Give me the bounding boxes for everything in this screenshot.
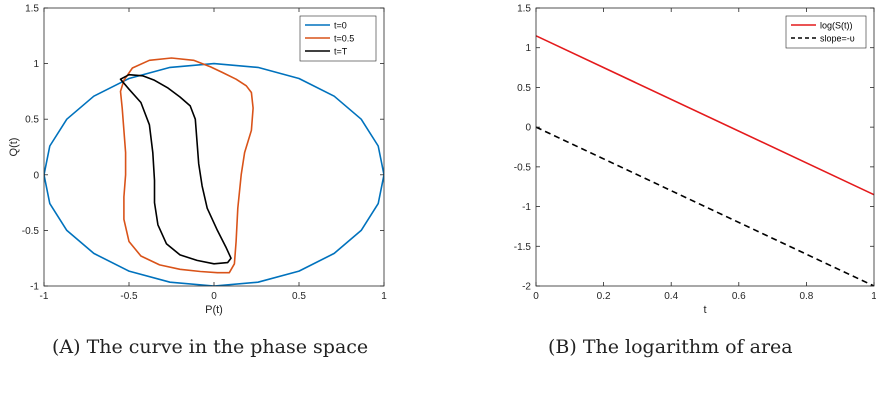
x-tick-label: 0.5	[292, 291, 306, 302]
legend-label: t=0.5	[334, 34, 354, 44]
x-axis-label: P(t)	[205, 304, 223, 316]
legend: t=0 t=0.5 t=T	[299, 15, 377, 62]
x-tick-label: -0.5	[120, 291, 138, 302]
caption-b-label: (B)	[548, 336, 577, 358]
y-tick-label: -1	[522, 202, 531, 213]
series-line-t-0-5	[119, 57, 254, 274]
y-tick-label: 0	[525, 123, 531, 134]
series-line-slope	[536, 126, 874, 286]
y-axis-label: Q(t)	[8, 138, 20, 157]
x-tick-label: 0	[533, 291, 539, 302]
series-line-t-t	[119, 73, 232, 265]
y-tick-label: 1.5	[517, 4, 531, 15]
y-tick-label: 0	[33, 170, 39, 181]
y-tick-label: 0.5	[25, 115, 39, 126]
axes-frame	[535, 7, 875, 287]
x-axis-label: t	[703, 304, 706, 316]
legend: log(S(t)) slope=-υ	[785, 15, 867, 49]
x-tick-label: -1	[40, 291, 49, 302]
x-tick-label: 1	[871, 291, 876, 302]
y-tick-label: 0.5	[517, 83, 531, 94]
caption-a-label: (A)	[52, 336, 81, 358]
x-tick-label: 0.2	[597, 291, 611, 302]
legend-label: slope=-υ	[820, 34, 855, 44]
y-tick-label: 1	[33, 59, 39, 70]
x-tick-label: 1	[381, 291, 387, 302]
x-tick-label: 0	[211, 291, 217, 302]
plot-area	[536, 8, 874, 286]
y-tick-label: 1	[525, 43, 531, 54]
x-tick-label: 0.6	[732, 291, 746, 302]
legend-label: t=T	[334, 47, 348, 57]
y-tick-label: -1.5	[514, 242, 532, 253]
x-tick-label: 0.8	[799, 291, 813, 302]
caption-b: (B) The logarithm of area	[548, 333, 848, 361]
plot-series-a	[44, 57, 384, 286]
log-area-chart: 0 0.2 0.4 0.6 0.8 1 -2 -1.5 -1 -0.5 0 0.5 1 1.5 t log(S…	[514, 4, 876, 317]
y-tick-label: -2	[522, 282, 531, 293]
caption-a-text: The curve in the phase space	[86, 336, 369, 358]
x-tick-label: 0.4	[664, 291, 678, 302]
y-tick-label: -0.5	[22, 226, 40, 237]
caption-b-text: The logarithm of area	[582, 336, 793, 358]
phase-space-chart: -1 -0.5 0 0.5 1 -1 -0.5 0 0.5 1 1.5 P(t) Q(t) t=0 t=0.…	[8, 4, 387, 317]
legend-label: t=0	[334, 21, 347, 31]
series-line-t-0	[44, 62, 384, 286]
y-tick-label: 1.5	[25, 4, 39, 15]
y-tick-label: -0.5	[514, 162, 532, 173]
caption-a: (A) The curve in the phase space	[52, 333, 372, 361]
plot-series-b	[536, 35, 874, 286]
y-tick-label: -1	[30, 282, 39, 293]
legend-label: log(S(t))	[820, 21, 853, 31]
legend-box	[785, 15, 867, 49]
series-line-log-s-t	[536, 35, 874, 196]
